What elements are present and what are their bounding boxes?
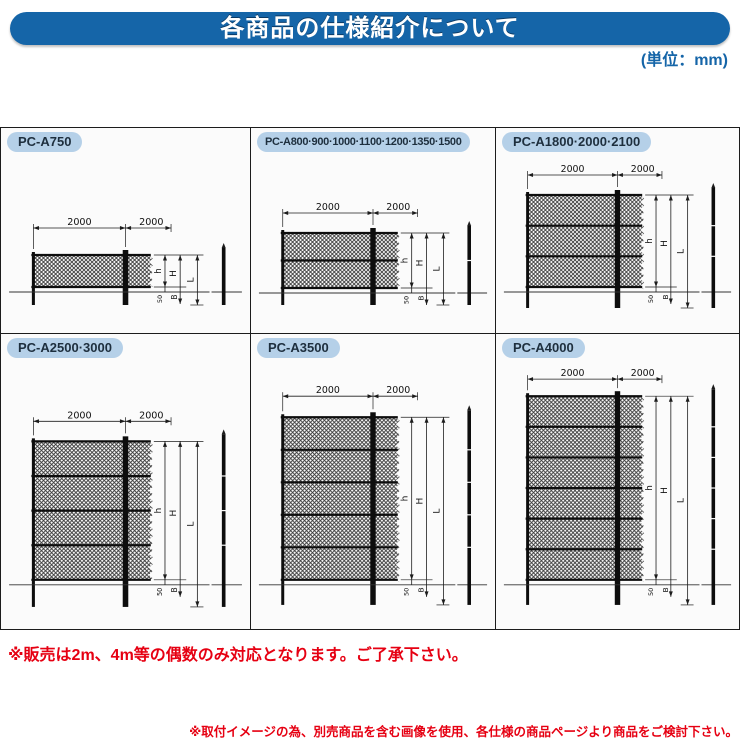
svg-text:h: h xyxy=(154,268,164,274)
spec-cell-pc-a4000: PC-A4000 2000 2000 h 50 H B L xyxy=(496,334,739,629)
svg-text:L: L xyxy=(432,266,442,271)
svg-text:L: L xyxy=(677,498,687,503)
product-label-pill: PC-A800·900·1000·1100·1200·1350·1500 xyxy=(257,132,470,153)
svg-text:h: h xyxy=(645,485,655,491)
svg-text:50: 50 xyxy=(647,588,655,596)
page-title-bar: 各商品の仕様紹介について xyxy=(10,12,730,45)
svg-text:2000: 2000 xyxy=(67,410,91,421)
svg-text:2000: 2000 xyxy=(139,217,163,228)
svg-text:H: H xyxy=(660,240,670,247)
spec-cell-pc-a1800-2100: PC-A1800·2000·2100 2000 2000 h 50 H B L xyxy=(496,128,739,334)
fence-diagram: 2000 2000 h 50 H B L xyxy=(503,368,732,606)
spec-cell-pc-a800-1500: PC-A800·900·1000·1100·1200·1350·1500 200… xyxy=(251,128,496,334)
unit-note: (単位：mm) xyxy=(640,52,728,69)
svg-text:2000: 2000 xyxy=(139,410,163,421)
svg-text:h: h xyxy=(401,258,411,264)
svg-text:L: L xyxy=(186,277,196,282)
svg-text:50: 50 xyxy=(156,588,164,596)
svg-text:L: L xyxy=(432,509,442,514)
svg-text:2000: 2000 xyxy=(631,164,655,175)
spec-cell-pc-a3500: PC-A3500 2000 2000 h 50 H B L xyxy=(251,334,496,629)
svg-text:2000: 2000 xyxy=(316,202,340,213)
svg-text:H: H xyxy=(169,270,179,277)
svg-text:B: B xyxy=(417,295,426,300)
svg-text:h: h xyxy=(645,238,655,244)
svg-text:L: L xyxy=(677,249,687,254)
svg-text:2000: 2000 xyxy=(561,164,585,175)
svg-text:50: 50 xyxy=(403,588,411,596)
page-title: 各商品の仕様紹介について xyxy=(220,14,520,42)
svg-text:h: h xyxy=(154,508,164,514)
svg-text:2000: 2000 xyxy=(67,217,91,228)
svg-text:H: H xyxy=(416,498,426,505)
product-label-pill: PC-A4000 xyxy=(502,338,585,359)
product-spec-grid: PC-A750 2000 2000 h 50 H B L PC-A800·900·1000·… xyxy=(0,127,740,630)
svg-text:B: B xyxy=(170,587,179,592)
svg-text:B: B xyxy=(661,294,670,299)
spec-cell-pc-a750: PC-A750 2000 2000 h 50 H B L xyxy=(1,128,251,334)
disclaimer-note: ※取付イメージの為、別売商品を含む画像を使用、各仕様の商品ページより商品をご検討… xyxy=(189,725,738,739)
product-label-pill: PC-A1800·2000·2100 xyxy=(502,132,652,153)
svg-text:H: H xyxy=(169,510,179,517)
svg-text:B: B xyxy=(170,294,179,299)
fence-diagram: 2000 2000 h 50 H B L xyxy=(503,164,732,309)
svg-text:2000: 2000 xyxy=(631,368,655,379)
svg-text:2000: 2000 xyxy=(386,385,410,396)
svg-text:2000: 2000 xyxy=(316,385,340,396)
svg-text:h: h xyxy=(401,496,411,502)
product-label-pill: PC-A2500·3000 xyxy=(7,338,123,359)
spec-cell-pc-a2500-3000: PC-A2500·3000 2000 2000 h 50 H B L xyxy=(1,334,251,629)
svg-text:50: 50 xyxy=(647,295,655,303)
svg-text:B: B xyxy=(661,587,670,592)
product-label-pill: PC-A750 xyxy=(7,132,83,153)
svg-text:H: H xyxy=(660,487,670,494)
sales-note: ※販売は2m、4m等の偶数のみ対応となります。ご了承下さい。 xyxy=(8,647,468,664)
svg-text:H: H xyxy=(416,260,426,267)
fence-diagram: 2000 2000 h 50 H B L xyxy=(9,410,242,608)
svg-text:2000: 2000 xyxy=(561,368,585,379)
product-label-pill: PC-A3500 xyxy=(257,338,340,359)
fence-diagram: 2000 2000 h 50 H B L xyxy=(9,217,242,306)
svg-text:L: L xyxy=(186,522,196,527)
fence-diagram: 2000 2000 h 50 H B L xyxy=(258,202,488,306)
svg-text:50: 50 xyxy=(403,296,411,304)
fence-diagram: 2000 2000 h 50 H B L xyxy=(258,385,488,606)
svg-text:B: B xyxy=(417,587,426,592)
svg-text:50: 50 xyxy=(156,295,164,303)
svg-text:2000: 2000 xyxy=(386,202,410,213)
